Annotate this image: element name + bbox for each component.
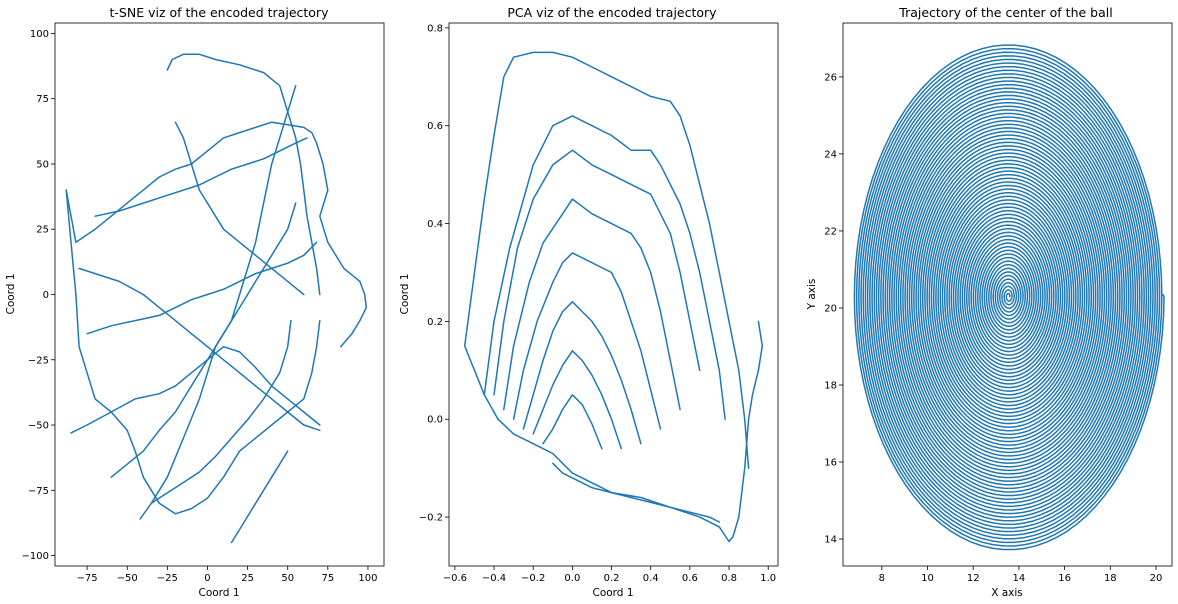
ball-y-tick-label: 24 xyxy=(824,149,837,160)
tsne-y-tick-label: 0 xyxy=(43,290,49,301)
tsne-y-axis-label: Coord 1 xyxy=(5,274,17,315)
ball-y-axis-label: Y axis xyxy=(806,279,818,311)
ball-axes-frame xyxy=(842,22,1173,567)
pca-trajectory-line-9 xyxy=(542,394,603,450)
ball-x-tick-label: 12 xyxy=(967,573,980,584)
pca-trajectory-line-5 xyxy=(503,198,681,411)
ball-x-tick-label: 18 xyxy=(1104,573,1117,584)
ball-x-tick-label: 8 xyxy=(879,573,885,584)
pca-trajectory-line-1 xyxy=(463,320,764,543)
tsne-x-tick-label: −75 xyxy=(77,573,98,584)
ball-y-tick-label: 22 xyxy=(824,226,837,237)
ball-plot-area xyxy=(853,44,1165,551)
pca-trajectory-line-6 xyxy=(512,252,662,430)
tsne-trajectory-line-12 xyxy=(230,450,289,544)
pca-x-tick-label: 1.0 xyxy=(760,573,776,584)
ball-x-axis-label: X axis xyxy=(991,587,1023,599)
ball-x-ticks: 8 10 12 14 16 18 20 xyxy=(879,566,1163,584)
tsne-trajectory-line-2 xyxy=(65,189,321,515)
tsne-y-tick-label: −25 xyxy=(28,355,49,366)
tsne-trajectory-line-8 xyxy=(94,137,308,217)
tsne-trajectory-line-10 xyxy=(110,202,297,478)
tsne-x-axis-label: Coord 1 xyxy=(199,587,240,599)
tsne-y-tick-label: −100 xyxy=(22,551,49,562)
tsne-y-ticks: −100 −75 −50 −25 0 25 50 75 100 xyxy=(22,29,55,562)
tsne-y-tick-label: 25 xyxy=(36,225,49,236)
pca-x-tick-label: 0.0 xyxy=(564,573,580,584)
pca-x-axis-label: Coord 1 xyxy=(593,587,634,599)
pca-trajectory-line-10 xyxy=(552,462,721,523)
pca-y-tick-label: 0.6 xyxy=(427,121,443,132)
pca-x-tick-label: 0.6 xyxy=(682,573,698,584)
tsne-x-tick-label: −25 xyxy=(157,573,178,584)
ball-x-tick-label: 20 xyxy=(1150,573,1163,584)
tsne-trajectory-line-5 xyxy=(70,345,321,434)
ball-y-tick-label: 18 xyxy=(824,381,837,392)
pca-y-tick-label: 0.4 xyxy=(427,219,443,230)
pca-panel: PCA viz of the encoded trajectory −0.6 −0… xyxy=(399,5,779,599)
pca-trajectory-line-7 xyxy=(522,301,642,445)
pca-y-tick-label: 0.2 xyxy=(427,317,443,328)
tsne-y-tick-label: −75 xyxy=(28,486,49,497)
pca-x-tick-label: −0.2 xyxy=(521,573,545,584)
tsne-x-tick-label: 100 xyxy=(358,573,377,584)
tsne-panel: t-SNE viz of the encoded trajectory −75−… xyxy=(5,5,385,599)
ball-y-ticks: 14 16 18 20 22 24 26 xyxy=(824,72,843,546)
tsne-x-tick-label: 50 xyxy=(281,573,294,584)
pca-y-tick-label: −0.2 xyxy=(419,513,443,524)
pca-x-tick-label: −0.6 xyxy=(443,573,467,584)
tsne-y-tick-label: 100 xyxy=(30,29,49,40)
ball-panel: Trajectory of the center of the ball 8 10… xyxy=(806,5,1173,599)
pca-x-tick-label: 0.8 xyxy=(721,573,737,584)
tsne-axes-frame xyxy=(54,22,385,567)
tsne-x-tick-label: 0 xyxy=(204,573,210,584)
tsne-y-tick-label: 75 xyxy=(36,94,49,105)
pca-trajectory-line-8 xyxy=(532,350,623,450)
tsne-trajectory-line-1 xyxy=(65,121,368,348)
tsne-y-tick-label: −50 xyxy=(28,421,49,432)
pca-axes-frame xyxy=(448,22,779,567)
pca-y-tick-label: 0.8 xyxy=(427,23,443,34)
tsne-trajectory-line-9 xyxy=(174,121,305,296)
pca-y-axis-label: Coord 1 xyxy=(399,274,411,315)
tsne-x-tick-label: 25 xyxy=(241,573,254,584)
tsne-x-tick-label: −50 xyxy=(117,573,138,584)
ball-y-tick-label: 16 xyxy=(824,458,837,469)
tsne-trajectory-line-3 xyxy=(166,53,321,296)
ball-y-tick-label: 26 xyxy=(824,72,837,83)
ball-center-trajectory-spiral xyxy=(853,44,1165,551)
pca-y-ticks: −0.2 0.0 0.2 0.4 0.6 0.8 xyxy=(419,23,449,524)
ball-y-tick-label: 20 xyxy=(824,303,837,314)
tsne-trajectory-line-7 xyxy=(86,241,318,335)
pca-title: PCA viz of the encoded trajectory xyxy=(507,5,717,20)
tsne-trajectory-line-6 xyxy=(78,267,321,432)
ball-x-tick-label: 10 xyxy=(921,573,934,584)
tsne-x-tick-label: 75 xyxy=(321,573,334,584)
tsne-plot-area xyxy=(65,53,368,544)
pca-trajectory-line-4 xyxy=(493,149,701,396)
pca-trajectory-line-3 xyxy=(483,115,726,420)
pca-plot-area xyxy=(463,51,764,543)
pca-x-ticks: −0.6 −0.4 −0.2 0.0 0.2 0.4 0.6 0.8 1.0 xyxy=(443,566,776,584)
tsne-trajectory-line-11 xyxy=(150,319,292,505)
pca-y-tick-label: 0.0 xyxy=(427,415,443,426)
ball-x-tick-label: 14 xyxy=(1013,573,1026,584)
pca-x-tick-label: 0.4 xyxy=(643,573,659,584)
ball-y-tick-label: 14 xyxy=(824,535,837,546)
tsne-y-tick-label: 50 xyxy=(36,159,49,170)
ball-title: Trajectory of the center of the ball xyxy=(898,5,1112,20)
ball-x-tick-label: 16 xyxy=(1058,573,1071,584)
pca-x-tick-label: 0.2 xyxy=(604,573,620,584)
pca-x-tick-label: −0.4 xyxy=(482,573,506,584)
tsne-trajectory-line-4 xyxy=(139,84,297,520)
tsne-x-ticks: −75 −50 −25 0 25 50 75 100 xyxy=(77,566,377,584)
tsne-title: t-SNE viz of the encoded trajectory xyxy=(110,5,330,20)
pca-trajectory-line-2 xyxy=(463,51,750,469)
